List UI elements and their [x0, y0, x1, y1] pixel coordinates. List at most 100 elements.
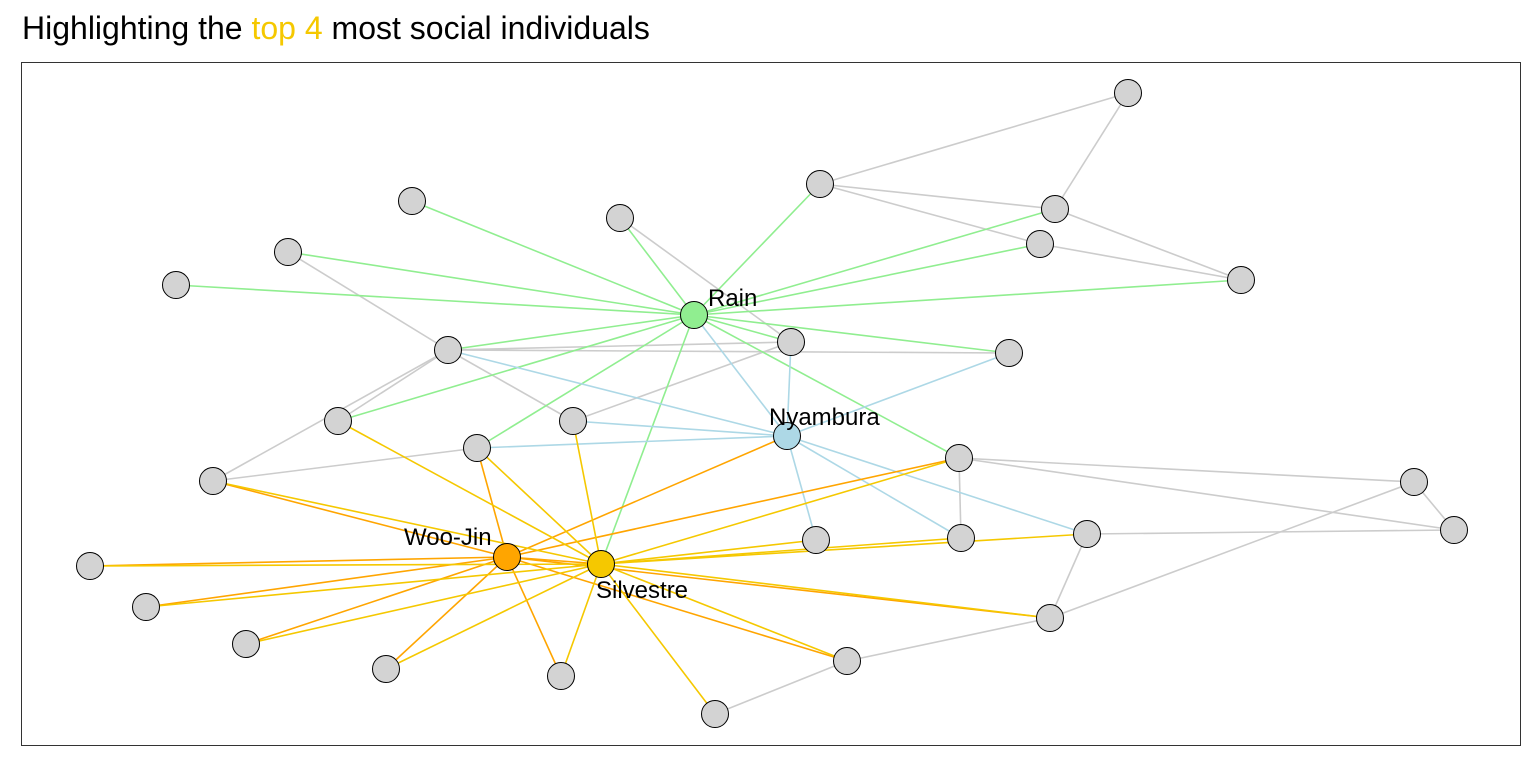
edge-nyam-n10	[447, 349, 788, 437]
edge-silv-n28	[600, 563, 716, 715]
network-panel	[21, 62, 1521, 746]
edge-n1-n3	[1054, 92, 1129, 210]
node-n22	[1073, 520, 1101, 548]
edge-silv-n15	[476, 447, 602, 565]
edge-n10-n14	[447, 349, 574, 422]
edge-rain-n15	[476, 314, 695, 449]
edge-rain-n7	[619, 217, 695, 316]
edge-silv-n29	[600, 563, 848, 662]
edge-nyam-n11	[786, 341, 792, 437]
chart-title: Highlighting the top 4 most social indiv…	[22, 10, 650, 47]
node-n26	[372, 655, 400, 683]
node-n21	[947, 524, 975, 552]
nodes-layer	[76, 79, 1468, 728]
edge-n18-n30	[1049, 481, 1415, 619]
node-n15	[463, 434, 491, 462]
node-n27	[547, 662, 575, 690]
edge-nyam-n14	[572, 420, 788, 437]
edge-woojin-nyam	[506, 435, 788, 558]
node-n30	[1036, 604, 1064, 632]
edge-n4-n5	[1039, 243, 1242, 281]
edge-silv-n14	[572, 420, 602, 565]
node-rain	[680, 301, 708, 329]
node-n28	[701, 700, 729, 728]
node-silvestre	[587, 550, 615, 578]
edge-n2-n3	[819, 183, 1056, 210]
edge-rain-n8	[287, 251, 695, 316]
title-highlight: top 4	[251, 10, 323, 46]
edge-n29-n30	[846, 617, 1051, 662]
edge-silv-n22	[600, 533, 1088, 565]
labels-layer: Woo-Jin Silvestre Rain Nyambura	[404, 285, 880, 604]
node-n25	[232, 630, 260, 658]
node-n14	[559, 407, 587, 435]
edge-n17-n18	[958, 457, 1415, 483]
edge-n13-n10	[337, 349, 449, 422]
edge-n17-n19	[958, 457, 1455, 531]
node-n10	[434, 336, 462, 364]
edge-nyam-n20	[786, 435, 817, 541]
edge-nyam-n12	[786, 352, 1010, 437]
edge-rain-n5	[693, 279, 1242, 316]
edge-woojin-n26	[385, 556, 508, 670]
node-n7	[606, 204, 634, 232]
edge-nyam-n15	[476, 435, 788, 449]
edge-n15-n16	[212, 447, 478, 482]
node-n17	[945, 444, 973, 472]
edge-woojin-n16	[212, 480, 508, 558]
edge-n1-n2	[819, 92, 1129, 185]
edge-rain-n2	[693, 183, 821, 316]
edge-n3-n5	[1054, 208, 1242, 281]
node-n8	[274, 238, 302, 266]
node-n13	[324, 407, 352, 435]
edge-rain-n17	[693, 314, 960, 459]
edge-woojin-n27	[506, 556, 562, 677]
edge-silv-n13	[337, 420, 602, 565]
label-rain: Rain	[708, 285, 757, 312]
edge-n14-n11	[572, 341, 792, 422]
node-n23	[76, 552, 104, 580]
node-n12	[995, 339, 1023, 367]
edge-n2-n4	[819, 183, 1041, 245]
edge-rain-silv	[600, 314, 695, 565]
node-n9	[162, 271, 190, 299]
edge-rain-n6	[411, 200, 695, 316]
node-n4	[1026, 230, 1054, 258]
edge-silv-n24	[145, 563, 602, 608]
node-n18	[1400, 468, 1428, 496]
edge-rain-n12	[693, 314, 1010, 354]
edge-n10-n11	[447, 341, 792, 351]
edge-rain-n3	[693, 208, 1056, 316]
node-n2	[806, 170, 834, 198]
edge-rain-n11	[693, 314, 792, 343]
edge-n10-n12	[447, 349, 1010, 354]
title-prefix: Highlighting the	[22, 10, 252, 46]
edge-nyam-n21	[786, 435, 962, 539]
edge-rain-n10	[447, 314, 695, 351]
node-n1	[1114, 79, 1142, 107]
label-woo-jin: Woo-Jin	[404, 524, 492, 551]
edge-n7-n11	[619, 217, 792, 343]
edge-n28-n29	[714, 660, 848, 715]
node-n16	[199, 467, 227, 495]
node-n11	[777, 328, 805, 356]
edge-woojin-n17	[506, 457, 960, 558]
edge-rain-n9	[175, 284, 695, 316]
edge-woojin-n25	[245, 556, 508, 645]
node-n3	[1041, 195, 1069, 223]
title-suffix: most social individuals	[322, 10, 650, 46]
node-n6	[398, 187, 426, 215]
node-n24	[132, 593, 160, 621]
edge-woojin-n23	[89, 556, 508, 567]
edge-silv-n30	[600, 563, 1051, 619]
node-n5	[1227, 266, 1255, 294]
edge-silv-n16	[212, 480, 602, 565]
node-n19	[1440, 516, 1468, 544]
label-silvestre: Silvestre	[596, 577, 688, 604]
node-n20	[802, 526, 830, 554]
edge-nyam-rain	[693, 314, 788, 437]
edge-n22-n19	[1086, 529, 1455, 535]
label-nyambura: Nyambura	[769, 404, 880, 431]
edge-silv-n17	[600, 457, 960, 565]
